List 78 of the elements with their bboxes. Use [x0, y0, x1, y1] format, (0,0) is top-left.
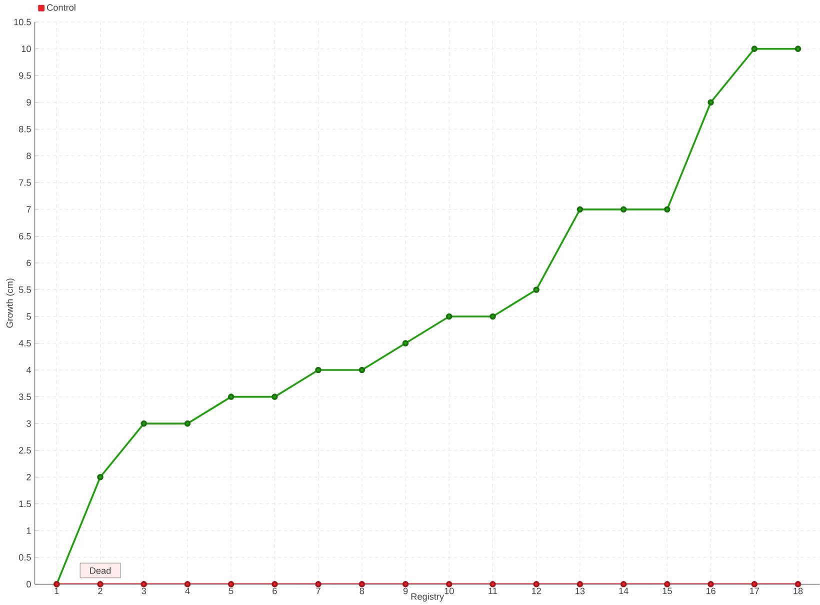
y-tick-label: 8.5: [19, 126, 31, 132]
x-tick-label: 5: [228, 588, 234, 594]
y-tick-label: 9.5: [19, 72, 31, 79]
point: [184, 420, 191, 427]
point: [751, 46, 758, 52]
point: [97, 474, 104, 480]
point: [576, 206, 584, 213]
x-tick-label: 8: [360, 588, 364, 594]
y-axis-title: Growth (cm): [6, 278, 15, 328]
y-tick-label: 10: [22, 46, 31, 52]
point: [315, 581, 322, 588]
point: [402, 581, 409, 588]
point: [664, 581, 670, 588]
x-tick-label: 3: [142, 588, 146, 594]
y-tick-label: 7: [26, 206, 31, 213]
point: [140, 420, 148, 427]
point: [794, 46, 802, 52]
point: [184, 581, 191, 588]
point: [576, 581, 584, 588]
x-tick-label: 7: [316, 588, 320, 594]
point: [751, 581, 758, 588]
point: [446, 313, 452, 320]
y-tick-label: 4.5: [18, 340, 31, 346]
y-tick-label: 9: [26, 99, 31, 106]
y-tick-label: 5.5: [18, 286, 31, 293]
x-tick-label: 17: [750, 588, 759, 594]
x-tick-label: 18: [794, 588, 803, 594]
y-tick-label: 8: [26, 152, 31, 160]
y-tick-label: 6.5: [19, 232, 31, 240]
point: [533, 286, 540, 293]
point: [402, 340, 409, 346]
point: [272, 581, 278, 588]
x-axis-title: Registry: [411, 593, 444, 602]
point: [664, 206, 670, 213]
point: [228, 394, 234, 400]
annotation: Dead: [90, 567, 111, 574]
point: [272, 394, 278, 400]
point: [620, 581, 627, 588]
y-tick-label: 4: [26, 366, 32, 374]
point: [358, 366, 366, 374]
y-tick-label: 0: [26, 580, 31, 588]
point: [315, 366, 322, 374]
x-tick-label: 9: [403, 588, 408, 594]
x-tick-label: 11: [488, 588, 498, 594]
x-tick-label: 16: [706, 588, 716, 594]
point: [533, 581, 540, 588]
point: [446, 581, 452, 588]
y-tick-label: 5: [26, 313, 31, 320]
y-tick-label: 6: [26, 260, 31, 266]
point: [490, 581, 496, 588]
point: [708, 99, 714, 106]
y-tick-label: 10.5: [14, 18, 31, 26]
point: [358, 581, 366, 588]
x-tick-label: 2: [98, 588, 102, 594]
point: [97, 581, 104, 588]
x-tick-label: 12: [532, 588, 541, 594]
x-tick-label: 1: [54, 588, 59, 594]
x-tick-label: 15: [662, 588, 672, 594]
x-tick-label: 14: [619, 588, 628, 594]
point: [708, 581, 714, 588]
point: [140, 581, 148, 588]
point: [228, 581, 234, 588]
y-tick-label: 3: [26, 420, 31, 427]
y-tick-label: 7.5: [19, 179, 31, 186]
legend-label: Control: [47, 4, 76, 11]
point: [490, 313, 496, 320]
y-tick-label: 2.5: [19, 447, 31, 454]
point: [620, 206, 627, 213]
point: [794, 581, 802, 588]
y-tick-label: 3.5: [18, 394, 31, 400]
x-tick-label: 6: [272, 588, 277, 594]
y-tick-label: 1.5: [19, 500, 31, 508]
x-tick-label: 10: [444, 588, 454, 594]
y-tick-label: 0.5: [18, 554, 31, 561]
x-tick-label: 13: [576, 588, 585, 594]
y-tick-label: 1: [26, 528, 31, 534]
y-tick-label: 2: [26, 474, 31, 480]
x-tick-label: 4: [185, 588, 190, 594]
